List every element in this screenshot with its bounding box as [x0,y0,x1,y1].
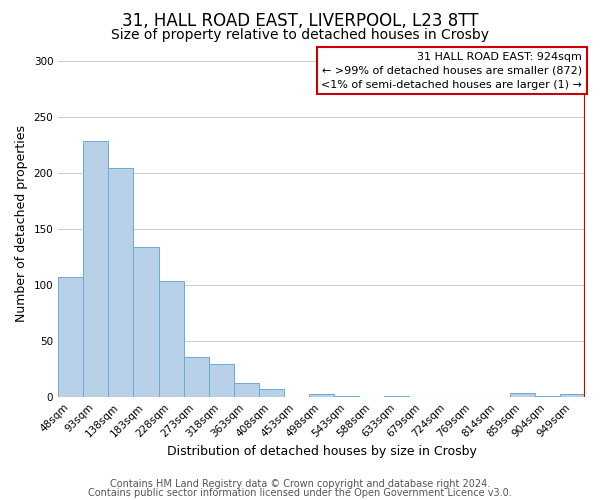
Bar [234,382,259,397]
Text: Contains public sector information licensed under the Open Government Licence v3: Contains public sector information licen… [88,488,512,498]
Bar [158,280,184,397]
Y-axis label: Number of detached properties: Number of detached properties [15,125,28,322]
Text: 31 HALL ROAD EAST: 924sqm
← >99% of detached houses are smaller (872)
<1% of sem: 31 HALL ROAD EAST: 924sqm ← >99% of deta… [322,52,583,90]
Bar [184,357,209,397]
Text: Contains HM Land Registry data © Crown copyright and database right 2024.: Contains HM Land Registry data © Crown c… [110,479,490,489]
Bar [58,278,83,397]
Bar [209,364,234,397]
Bar [535,396,560,397]
Bar [560,394,585,397]
Bar [259,390,284,397]
Bar [309,394,334,397]
Bar [510,392,535,397]
Bar [109,168,133,397]
Bar [385,396,409,397]
Bar [133,247,158,397]
Bar [83,140,109,397]
Text: 31, HALL ROAD EAST, LIVERPOOL, L23 8TT: 31, HALL ROAD EAST, LIVERPOOL, L23 8TT [122,12,478,30]
Bar [334,396,359,397]
X-axis label: Distribution of detached houses by size in Crosby: Distribution of detached houses by size … [167,444,476,458]
Text: Size of property relative to detached houses in Crosby: Size of property relative to detached ho… [111,28,489,42]
